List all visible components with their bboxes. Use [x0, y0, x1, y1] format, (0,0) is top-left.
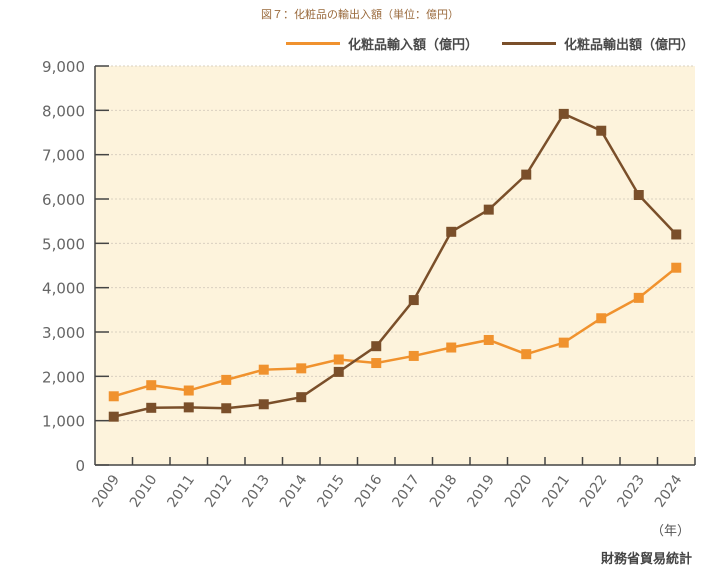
legend-item-exports: 化粧品輸出額（億円） — [501, 34, 694, 53]
imports-marker — [146, 380, 157, 391]
x-tick-label: 2013 — [239, 472, 273, 510]
legend-label-exports: 化粧品輸出額（億円） — [563, 38, 694, 53]
imports-marker — [371, 358, 382, 369]
exports-line — [113, 112, 678, 418]
x-tick-label: 2021 — [539, 472, 573, 510]
imports-marker — [633, 292, 644, 303]
exports-marker — [258, 399, 269, 410]
y-tick-label: 9,000 — [42, 58, 85, 76]
imports-marker — [446, 342, 457, 353]
y-tick-label: 6,000 — [42, 191, 85, 209]
y-tick-label: 1,000 — [42, 413, 85, 431]
y-tick-label: 3,000 — [42, 324, 85, 342]
legend: 化粧品輸入額（億円） 化粧品輸出額（億円） — [272, 34, 694, 53]
x-tick-label: 2012 — [202, 472, 236, 510]
legend-swatch-exports — [501, 42, 556, 45]
y-tick-label: 2,000 — [42, 368, 85, 386]
imports-marker — [221, 374, 232, 385]
exports-marker — [408, 295, 419, 306]
y-tick-label: 5,000 — [42, 235, 85, 253]
imports-marker — [258, 364, 269, 375]
exports-marker — [333, 366, 344, 377]
imports-line — [113, 266, 678, 398]
exports-marker — [633, 190, 644, 201]
exports-marker — [146, 402, 157, 413]
data-source: 財務省貿易統計 — [600, 552, 692, 567]
imports-marker — [671, 262, 682, 273]
chart-title: 図７：化粧品の輸出入額（単位：億円） — [261, 8, 459, 21]
x-tick-label: 2014 — [277, 472, 311, 510]
exports-marker — [446, 226, 457, 237]
x-tick-label: 2010 — [127, 472, 161, 510]
x-tick-label: 2020 — [502, 472, 536, 510]
legend-item-imports: 化粧品輸入額（億円） — [285, 34, 478, 53]
exports-marker — [183, 402, 194, 413]
y-tick-label: 4,000 — [42, 280, 85, 298]
exports-marker — [671, 229, 682, 240]
exports-marker — [371, 341, 382, 352]
x-tick-label: 2011 — [164, 472, 198, 510]
imports-marker — [296, 363, 307, 374]
x-axis-unit: （年） — [650, 524, 690, 539]
imports-marker — [558, 337, 569, 348]
exports-marker — [108, 411, 119, 422]
exports-marker — [296, 392, 307, 403]
imports-marker — [108, 391, 119, 402]
imports-marker — [408, 350, 419, 361]
plot-area — [95, 66, 695, 465]
x-tick-label: 2023 — [614, 472, 648, 510]
x-tick-label: 2024 — [652, 472, 686, 510]
legend-swatch-imports — [285, 42, 340, 45]
x-tick-label: 2018 — [427, 472, 461, 510]
exports-marker — [221, 403, 232, 414]
x-tick-label: 2015 — [314, 472, 348, 510]
x-tick-label: 2019 — [464, 472, 498, 510]
x-tick-label: 2022 — [577, 472, 611, 510]
imports-marker — [183, 385, 194, 396]
legend-label-imports: 化粧品輸入額（億円） — [347, 38, 478, 53]
y-tick-label: 7,000 — [42, 147, 85, 165]
exports-marker — [521, 169, 532, 180]
y-tick-label: 0 — [75, 457, 85, 475]
x-tick-label: 2016 — [352, 472, 386, 510]
y-tick-label: 8,000 — [42, 102, 85, 120]
exports-marker — [596, 125, 607, 136]
imports-marker — [483, 334, 494, 345]
x-tick-label: 2017 — [389, 472, 423, 510]
imports-marker — [333, 354, 344, 365]
imports-marker — [521, 349, 532, 360]
exports-marker — [558, 108, 569, 119]
exports-marker — [483, 204, 494, 215]
x-tick-label: 2009 — [89, 472, 123, 510]
imports-marker — [596, 313, 607, 324]
